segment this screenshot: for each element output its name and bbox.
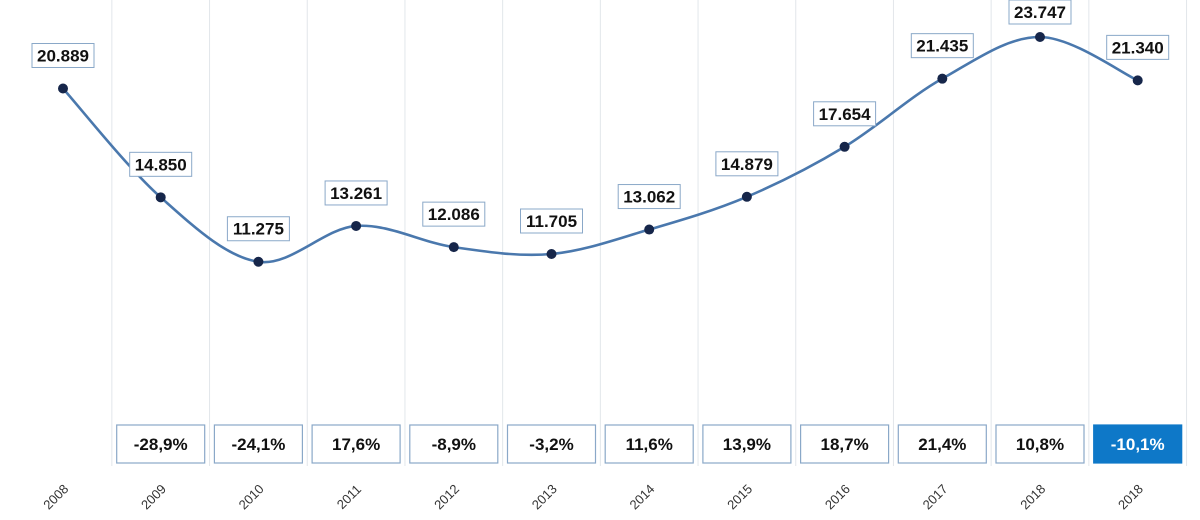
value-label-group: 21.340 (1106, 34, 1170, 60)
data-point (58, 83, 68, 94)
value-label-group: 23.747 (1008, 0, 1072, 25)
change-label-box (1093, 424, 1183, 464)
change-label-group: 11,6% (604, 424, 694, 464)
change-label: 11,6% (626, 435, 673, 454)
value-label-group: 17.654 (813, 101, 877, 127)
value-label: 11.275 (233, 220, 284, 239)
value-label: 23.747 (1014, 3, 1066, 22)
change-label-group: 13,9% (702, 424, 792, 464)
value-label: 21.340 (1112, 38, 1164, 57)
value-label-group: 11.275 (226, 216, 290, 242)
data-point (1132, 75, 1143, 86)
value-label-box (31, 43, 95, 69)
value-label: 12.086 (428, 205, 480, 224)
value-label-group: 21.435 (910, 33, 974, 59)
data-point (253, 256, 264, 267)
value-label-box (910, 33, 974, 59)
value-label-box (617, 184, 681, 210)
value-label: 21.435 (916, 37, 968, 56)
x-tick-label: 2015 (724, 481, 755, 512)
value-label: 17.654 (819, 105, 872, 124)
value-label-group: 14.879 (715, 151, 779, 177)
value-label: 11.705 (526, 212, 577, 231)
value-label-box (715, 151, 779, 177)
change-label-group: 17,6% (311, 424, 401, 464)
value-label-box (1008, 0, 1072, 25)
change-label-group: -10,1% (1093, 424, 1183, 464)
data-point (546, 249, 557, 259)
value-label-box (324, 180, 388, 206)
value-label-group: 11.705 (520, 208, 583, 234)
change-label-box (409, 424, 499, 464)
value-label-box (226, 216, 290, 242)
value-label: 14.850 (135, 155, 187, 174)
value-label-group: 20.889 (31, 43, 95, 69)
change-label-box (506, 424, 597, 464)
change-label: -28,9% (134, 435, 188, 454)
x-tick-label: 2017 (920, 481, 951, 512)
change-label: -10,1% (1111, 435, 1165, 454)
x-tick-label: 2012 (431, 481, 462, 512)
change-label-group: -8,9% (409, 424, 499, 464)
x-tick-label: 2010 (236, 481, 267, 512)
value-label: 14.879 (721, 155, 773, 174)
x-tick-label: 2011 (334, 482, 364, 512)
change-label-box (604, 424, 694, 464)
value-label-box (520, 208, 583, 234)
value-label-box (129, 151, 193, 177)
change-label: 18,7% (820, 435, 868, 454)
change-label-group: 21,4% (897, 424, 987, 464)
data-point (644, 224, 655, 235)
x-tick-label: 2008 (40, 481, 71, 512)
value-label: 13.261 (330, 184, 382, 203)
x-tick-label: 2016 (822, 481, 853, 512)
data-point (839, 141, 850, 152)
change-label-group: -24,1% (213, 424, 303, 464)
x-axis-ticks: 2008 2009 2010 2011 2012 2013 2014 2015 2016 2017… (40, 481, 1146, 512)
data-point (1035, 32, 1045, 42)
change-label: -24,1% (231, 435, 285, 454)
data-point (448, 242, 459, 253)
x-tick-label: 2018 (1017, 481, 1048, 512)
change-label-group: 18,7% (799, 424, 890, 464)
change-label: 17,6% (332, 435, 380, 454)
x-tick-label: 2014 (626, 481, 657, 512)
value-label-box (1106, 34, 1170, 60)
change-label-group: -3,2% (506, 424, 597, 464)
value-label: 20.889 (37, 47, 89, 66)
value-label-box (422, 201, 486, 227)
value-label-box (813, 101, 877, 127)
value-label-group: 13.261 (324, 180, 388, 206)
data-points: 20.889 14.850 11.275 13.261 12.086 11.705 13.0… (31, 0, 1170, 267)
x-tick-label: 2018 (1115, 481, 1146, 512)
change-label-box (311, 424, 401, 464)
value-label-group: 12.086 (422, 201, 486, 227)
grid-lines (111, 0, 1188, 466)
data-point (351, 220, 362, 231)
data-point (937, 73, 948, 84)
change-label: -3,2% (529, 435, 573, 454)
value-label-group: 14.850 (129, 151, 193, 177)
change-label-box (897, 424, 987, 464)
change-label-box (702, 424, 792, 464)
change-label: 21,4% (918, 435, 966, 454)
data-point (741, 191, 752, 202)
x-tick-label: 2013 (529, 481, 560, 512)
change-labels: -28,9% -24,1% 17,6% -8,9% -3,2% 11,6% 13,9% 18,… (116, 424, 1183, 464)
change-label-box (995, 424, 1085, 464)
change-label: 13,9% (723, 435, 771, 454)
data-point (155, 192, 166, 203)
change-label-box (116, 424, 206, 464)
value-label: 13.062 (623, 188, 675, 207)
x-tick-label: 2009 (138, 481, 169, 512)
change-label: 10,8% (1016, 435, 1064, 454)
value-label-group: 13.062 (617, 184, 681, 210)
change-label-box (213, 424, 303, 464)
series-line (62, 35, 1139, 264)
change-label-group: -28,9% (116, 424, 206, 464)
change-label: -8,9% (432, 435, 476, 454)
change-label-group: 10,8% (995, 424, 1085, 464)
change-label-box (799, 424, 890, 464)
